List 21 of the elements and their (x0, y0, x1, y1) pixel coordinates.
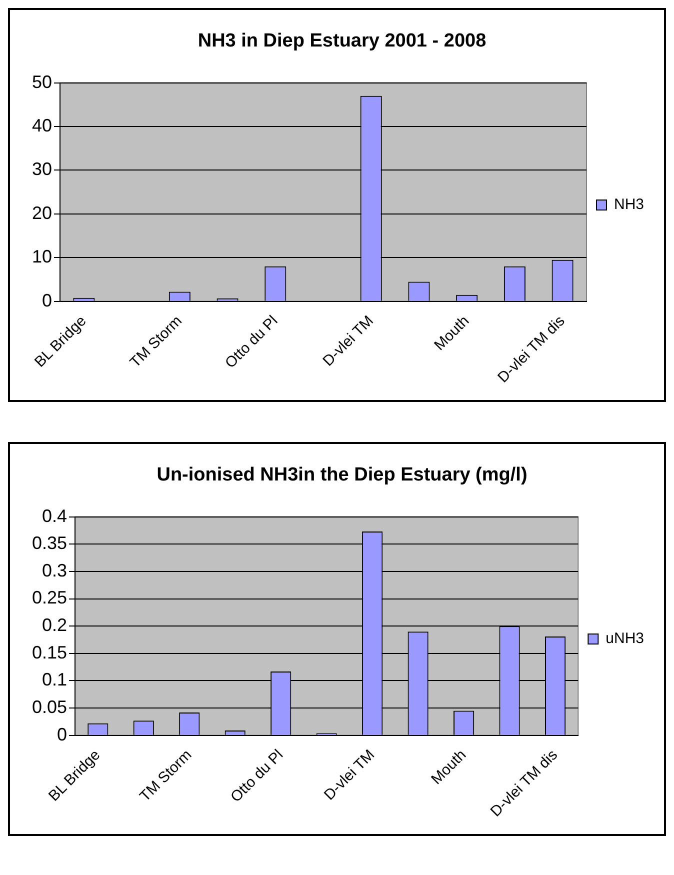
y-tick-label: 0.25 (32, 588, 68, 608)
y-tick-label: 0.3 (42, 560, 68, 580)
legend-label: NH3 (614, 196, 644, 214)
y-tick-label: 0.05 (32, 697, 68, 718)
y-tick-label: 0.35 (32, 533, 68, 554)
x-tick-label: Otto du Pl (227, 746, 287, 806)
y-tick-label: 0.2 (42, 615, 68, 636)
x-tick-label: Otto du Pl (222, 312, 282, 372)
y-tick-label: 30 (32, 159, 52, 180)
y-tick-label: 40 (32, 115, 52, 136)
chart-title: NH3 in Diep Estuary 2001 - 2008 (198, 30, 486, 52)
y-tick-label: 20 (32, 202, 52, 223)
legend-label: uNH3 (606, 630, 644, 648)
y-tick-label: 0 (42, 290, 52, 310)
chart-title: Un-ionised NH3in the Diep Estuary (mg/l) (156, 464, 528, 486)
y-tick-label: 0.4 (42, 506, 68, 526)
y-tick-label: 0.1 (42, 670, 68, 690)
y-tick-label: 0.15 (32, 642, 68, 662)
y-tick-label: 0 (57, 724, 68, 744)
y-tick-label: 10 (32, 246, 52, 267)
y-tick-label: 50 (32, 72, 52, 92)
